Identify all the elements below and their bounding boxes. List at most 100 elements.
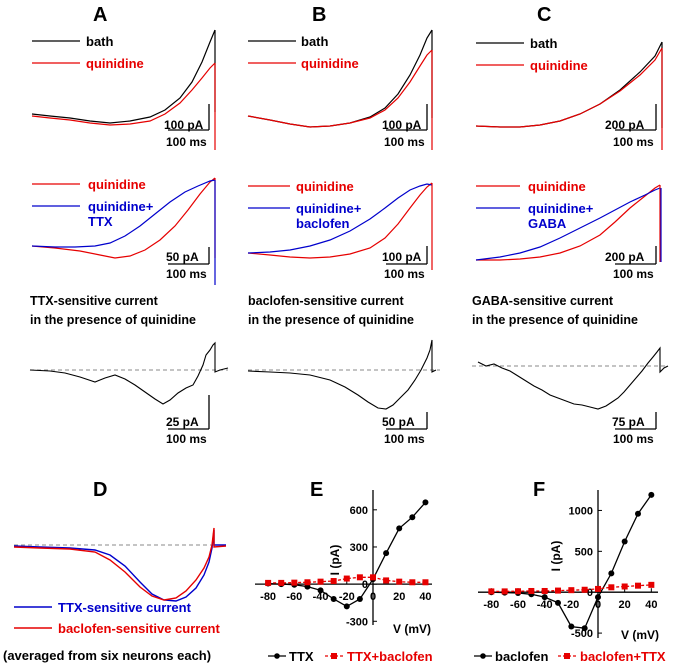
legend-label-blue-l1: quinidine+ bbox=[88, 199, 154, 214]
data-point bbox=[608, 570, 615, 577]
scalebar-x-label: 100 ms bbox=[613, 135, 654, 149]
panel-label-f: F bbox=[533, 479, 545, 501]
data-point bbox=[304, 579, 311, 586]
data-point bbox=[422, 499, 429, 506]
row3-title-a-line2: in the presence of quinidine bbox=[30, 313, 196, 327]
data-point bbox=[356, 574, 363, 581]
legend-label-bath: bath bbox=[530, 36, 558, 51]
trace-quinidine bbox=[475, 47, 663, 128]
data-point bbox=[343, 603, 350, 610]
trace-blue bbox=[31, 179, 216, 248]
legend-label-bath: bath bbox=[301, 34, 329, 49]
legend-c2: quinidine quinidine+ GABA bbox=[476, 179, 594, 231]
legend-label-baclofen: baclofen-sensitive current bbox=[58, 621, 220, 636]
data-point bbox=[265, 579, 272, 586]
data-point bbox=[370, 574, 376, 581]
scalebar-y-label: 25 pA bbox=[166, 415, 199, 429]
data-point bbox=[396, 525, 403, 532]
trace-panel-b3: 50 pA 100 ms bbox=[247, 339, 440, 446]
data-point bbox=[555, 587, 561, 594]
scalebar-y-label: 75 pA bbox=[612, 415, 645, 429]
trace-blue bbox=[247, 183, 433, 254]
panel-label-b: B bbox=[312, 4, 326, 26]
panel-label-a: A bbox=[93, 4, 107, 26]
legend-label-ttx: TTX-sensitive current bbox=[58, 600, 192, 615]
x-tick-label: -60 bbox=[286, 591, 302, 603]
legend-c1: bath quinidine bbox=[476, 36, 588, 73]
trace-quinidine bbox=[31, 177, 216, 259]
row3-title-c-line1: GABA-sensitive current bbox=[472, 294, 614, 308]
data-point bbox=[330, 578, 337, 585]
legend-marker-baclofen-ttx bbox=[564, 653, 570, 659]
legend-label-quinidine: quinidine bbox=[530, 58, 588, 73]
trace-panel-b2: 100 pA 100 ms bbox=[247, 182, 433, 281]
chart-panel-e: I (pA) V (mV) TTX TTX+baclofen -80 -60 -40… bbox=[255, 490, 433, 664]
row3-title-a-line1: TTX-sensitive current bbox=[30, 294, 159, 308]
data-point bbox=[515, 588, 521, 595]
data-point bbox=[541, 594, 548, 601]
data-point bbox=[555, 599, 561, 606]
data-point bbox=[621, 538, 628, 545]
data-point bbox=[595, 594, 601, 601]
scalebar-y-label: 200 pA bbox=[605, 250, 645, 264]
data-point bbox=[568, 623, 575, 630]
legend-b1: bath quinidine bbox=[248, 34, 359, 71]
legend-f: baclofen baclofen+TTX bbox=[474, 649, 666, 664]
data-point bbox=[317, 587, 324, 594]
legend-marker-baclofen bbox=[480, 653, 486, 659]
x-axis-label: V (mV) bbox=[621, 628, 659, 642]
trace-blue bbox=[475, 187, 661, 261]
legend-label-ttx-baclofen: TTX+baclofen bbox=[347, 649, 433, 664]
legend-label-blue-l2: GABA bbox=[528, 216, 567, 231]
legend-label-bath: bath bbox=[86, 34, 114, 49]
panel-label-e: E bbox=[310, 479, 323, 501]
trace-panel-a1: 100 pA 100 ms bbox=[31, 29, 216, 150]
scalebar-x-label: 100 ms bbox=[613, 267, 654, 281]
x-tick-label: -60 bbox=[510, 599, 526, 611]
chart-panel-f: I (pA) V (mV) baclofen baclofen+TTX -80-… bbox=[474, 490, 666, 664]
x-tick-label: 20 bbox=[393, 591, 405, 603]
trace-panel-c3: 75 pA 100 ms bbox=[472, 346, 669, 446]
y-tick-label: 600 bbox=[350, 505, 368, 517]
data-point bbox=[595, 585, 601, 592]
y-tick-label: 0 bbox=[362, 579, 368, 591]
row3-title-b-line2: in the presence of quinidine bbox=[248, 313, 414, 327]
trace-baclofen-sensitive bbox=[13, 527, 227, 601]
x-tick-label: 0 bbox=[595, 599, 601, 611]
legend-label-blue-l2: TTX bbox=[88, 214, 113, 229]
x-tick-label: -20 bbox=[563, 599, 579, 611]
y-tick-label: 1000 bbox=[569, 505, 593, 517]
trace-panel-a2: 50 pA 100 ms bbox=[31, 177, 216, 285]
data-point bbox=[608, 584, 615, 591]
x-tick-label: -20 bbox=[339, 591, 355, 603]
trace-panel-c1: 200 pA 100 ms bbox=[475, 41, 663, 150]
row3-title-b-line1: baclofen-sensitive current bbox=[248, 294, 404, 308]
scalebar-y-label: 100 pA bbox=[164, 118, 204, 132]
trace-panel-c2: 200 pA 100 ms bbox=[475, 184, 662, 281]
data-point bbox=[541, 587, 548, 594]
trace-quinidine bbox=[247, 49, 433, 128]
data-point bbox=[501, 588, 508, 595]
legend-label-blue-l1: quinidine+ bbox=[528, 201, 594, 216]
trace-panel-a3: 25 pA 100 ms bbox=[29, 341, 229, 446]
legend-label-baclofen-ttx: baclofen+TTX bbox=[580, 649, 666, 664]
scalebar-y-label: 100 pA bbox=[382, 118, 422, 132]
x-tick-label: 0 bbox=[370, 591, 376, 603]
scalebar-x-label: 100 ms bbox=[384, 432, 425, 446]
scalebar-x-label: 100 ms bbox=[613, 432, 654, 446]
scalebar-x-label: 100 ms bbox=[384, 267, 425, 281]
data-point bbox=[581, 586, 588, 593]
legend-label-baclofen: baclofen bbox=[495, 649, 549, 664]
panel-label-d: D bbox=[93, 479, 107, 501]
trace-bath bbox=[247, 29, 433, 128]
trace-bath bbox=[475, 41, 663, 128]
x-tick-label: -80 bbox=[483, 599, 499, 611]
trace-quinidine bbox=[31, 62, 216, 126]
scalebar-y-label: 100 pA bbox=[382, 250, 422, 264]
legend-label-ttx: TTX bbox=[289, 649, 314, 664]
scalebar-x-label: 100 ms bbox=[166, 267, 207, 281]
data-point bbox=[291, 579, 298, 586]
scalebar-x-label: 100 ms bbox=[166, 432, 207, 446]
data-point bbox=[409, 514, 416, 521]
